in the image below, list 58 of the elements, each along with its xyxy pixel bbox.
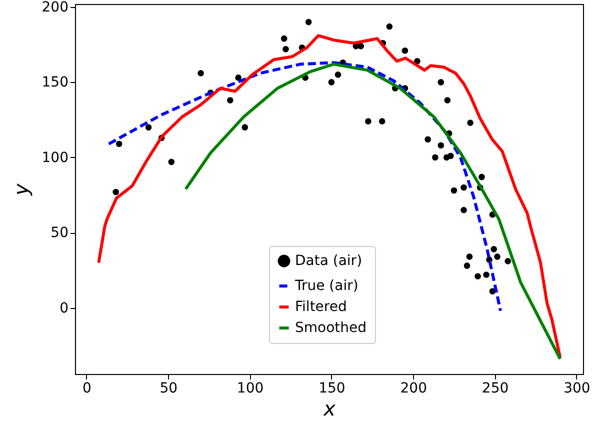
y-tick-label: 200 (42, 0, 68, 16)
point (242, 124, 248, 130)
y-tick-label: 50 (50, 225, 68, 242)
point (464, 262, 470, 269)
point (489, 288, 496, 294)
point (438, 79, 444, 86)
point (402, 47, 408, 54)
point (386, 23, 393, 30)
point (490, 246, 497, 252)
point (328, 79, 335, 86)
legend-label: True (air) (294, 278, 358, 294)
point (168, 158, 175, 166)
x-tick-label: 200 (400, 380, 427, 396)
point (145, 124, 152, 130)
point (467, 120, 474, 126)
point (116, 140, 122, 148)
x-tick-label: 300 (564, 380, 590, 396)
point (227, 97, 234, 104)
y-tick-label: 100 (42, 150, 68, 166)
point (280, 35, 288, 42)
point (334, 72, 342, 78)
x-tick-label: 0 (82, 380, 92, 396)
point (474, 273, 481, 280)
point (466, 254, 473, 260)
point (424, 136, 431, 143)
legend-label: Filtered (295, 299, 347, 315)
x-tick-label: 250 (482, 380, 509, 396)
y-tick-label: 150 (42, 74, 68, 91)
line-series (97, 34, 562, 359)
point (494, 254, 500, 260)
y-tick-label: 0 (60, 300, 68, 316)
point (235, 74, 242, 81)
point (504, 258, 512, 264)
y-axis-title: y (8, 182, 33, 196)
point (198, 70, 204, 76)
x-tick-label: 50 (160, 380, 178, 396)
point (282, 46, 289, 52)
line-series (107, 61, 502, 312)
point (444, 97, 451, 104)
point (432, 154, 438, 161)
point (450, 187, 458, 194)
point (358, 42, 364, 50)
point (460, 184, 467, 191)
point (478, 174, 485, 180)
point (448, 152, 454, 160)
point (365, 118, 372, 124)
legend-label: Smoothed (295, 320, 367, 336)
line-series (184, 62, 562, 360)
point (305, 18, 312, 26)
x-tick-label: 150 (318, 380, 346, 396)
x-tick-label: 100 (236, 380, 264, 396)
point (438, 142, 444, 149)
point (112, 188, 119, 196)
x-axis-title: x (322, 396, 336, 420)
point (378, 118, 386, 124)
point (483, 272, 490, 278)
point (460, 206, 467, 214)
legend-label: Data (air) (295, 253, 362, 269)
